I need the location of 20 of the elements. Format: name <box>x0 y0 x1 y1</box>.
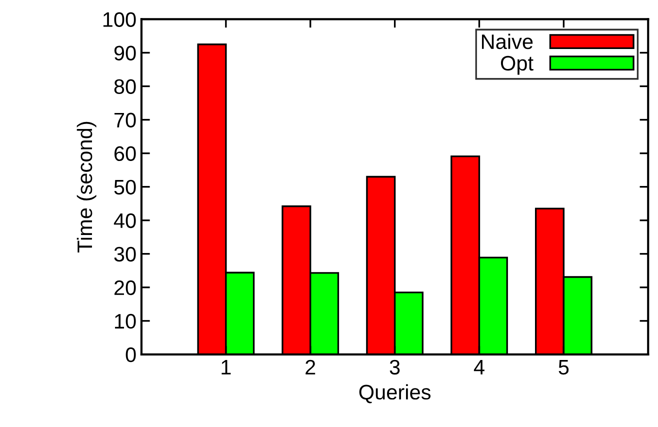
x-axis-title: Queries <box>359 384 431 404</box>
x-tick-label: 2 <box>306 360 316 374</box>
legend-label: Opt <box>500 56 534 75</box>
y-tick-label: 50 <box>114 180 136 195</box>
y-tick-label: 0 <box>126 347 136 362</box>
legend-label: Naive <box>482 34 533 50</box>
x-tick-label: 5 <box>558 360 569 375</box>
y-axis-title: Time (second) <box>76 122 96 253</box>
y-tick-label: 40 <box>114 213 136 228</box>
x-tick-label: 3 <box>390 360 400 375</box>
y-tick-label: 60 <box>114 146 136 162</box>
y-tick-label: 10 <box>115 314 136 329</box>
y-tick-label: 70 <box>114 112 136 128</box>
x-tick-label: 4 <box>474 360 484 374</box>
y-tick-label: 30 <box>114 246 136 262</box>
y-tick-label: 100 <box>103 12 136 27</box>
y-tick-label: 20 <box>114 280 136 296</box>
x-tick-label: 1 <box>222 360 231 374</box>
y-tick-label: 90 <box>114 46 136 60</box>
y-tick-label: 80 <box>114 79 136 94</box>
